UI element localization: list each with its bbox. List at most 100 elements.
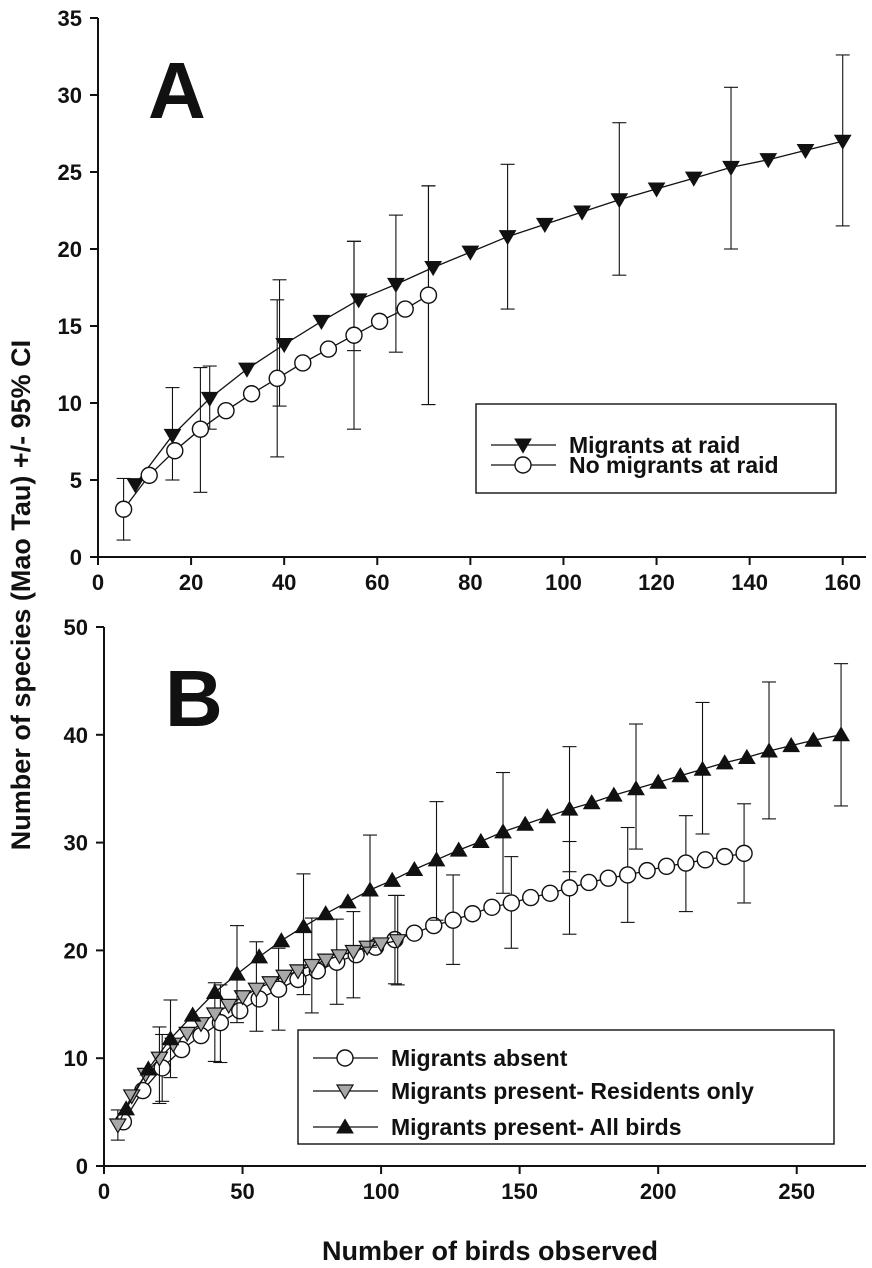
- data-point: [671, 767, 690, 783]
- data-point: [483, 898, 501, 916]
- data-point: [126, 478, 145, 494]
- data-point: [494, 823, 512, 839]
- y-tick-label: 40: [64, 723, 88, 748]
- data-point: [405, 924, 424, 942]
- x-tick-label: 20: [179, 570, 203, 595]
- panel-a-chart: A 0 20 40 60 80 100 120 140 160 0 5 10 15 20 25 30 35 Mi…: [58, 6, 866, 595]
- data-point: [782, 736, 801, 753]
- data-point: [405, 860, 424, 877]
- y-axis-title: Number of species (Mao Tau) +/- 95% CI: [6, 340, 36, 850]
- data-point: [647, 182, 666, 198]
- data-point: [425, 916, 443, 935]
- data-point: [627, 780, 645, 796]
- legend-label: Migrants present- Residents only: [391, 1078, 754, 1104]
- data-point: [461, 245, 480, 261]
- data-point: [560, 800, 579, 816]
- x-tick-label: 140: [731, 570, 768, 595]
- y-tick-label: 10: [58, 391, 82, 416]
- data-point: [444, 911, 462, 929]
- data-point: [140, 466, 158, 485]
- x-tick-label: 100: [363, 1179, 400, 1204]
- data-point: [796, 143, 815, 160]
- data-point: [316, 905, 335, 921]
- data-point: [205, 983, 224, 999]
- data-point: [261, 976, 280, 992]
- series-1: [114, 185, 438, 541]
- data-point: [804, 731, 823, 747]
- data-point: [231, 1002, 249, 1020]
- data-point: [316, 953, 335, 969]
- data-point: [178, 1026, 197, 1043]
- data-point: [535, 217, 554, 233]
- data-point: [114, 500, 133, 518]
- data-point: [573, 205, 591, 221]
- legend-marker: [336, 1049, 354, 1067]
- data-point: [312, 314, 331, 330]
- data-point: [599, 869, 618, 887]
- data-point: [275, 969, 294, 986]
- data-point: [294, 354, 312, 372]
- data-point: [610, 193, 629, 209]
- data-point: [759, 153, 778, 169]
- panel-a-label: A: [148, 46, 206, 135]
- x-tick-label: 160: [824, 570, 861, 595]
- y-tick-label: 35: [58, 6, 82, 31]
- data-point: [288, 964, 308, 980]
- panel-b-plot-area: 0 50 100 150 200 250 0 10 20 30 40 50: [64, 615, 866, 1204]
- data-point: [219, 998, 238, 1015]
- x-tick-label: 250: [778, 1179, 815, 1204]
- data-point: [832, 726, 850, 742]
- data-point: [349, 293, 368, 309]
- x-tick-label: 100: [545, 570, 582, 595]
- y-tick-label: 0: [70, 545, 82, 570]
- y-tick-label: 15: [58, 314, 82, 339]
- y-tick-label: 30: [64, 831, 88, 856]
- data-point: [449, 841, 468, 857]
- x-tick-label: 40: [272, 570, 296, 595]
- data-point: [693, 760, 712, 776]
- data-point: [330, 949, 349, 965]
- series-0: [126, 54, 852, 494]
- x-tick-label: 150: [501, 1179, 538, 1204]
- data-point: [580, 873, 598, 892]
- data-point: [722, 160, 740, 176]
- legend-marker: [514, 438, 532, 454]
- x-axis-title: Number of birds observed: [322, 1236, 658, 1266]
- x-tick-label: 120: [638, 570, 675, 595]
- legend-label: Migrants present- All birds: [391, 1114, 682, 1140]
- data-point: [166, 442, 184, 460]
- y-tick-label: 0: [76, 1154, 88, 1179]
- panel-b-legend: Migrants absent Migrants present- Residen…: [297, 1029, 835, 1145]
- data-point: [319, 340, 338, 358]
- x-tick-label: 0: [98, 1179, 110, 1204]
- data-point: [560, 879, 579, 897]
- data-point: [582, 794, 601, 810]
- data-point: [604, 786, 623, 802]
- y-tick-label: 50: [64, 615, 88, 640]
- legend-label: Migrants at raid: [569, 432, 740, 458]
- data-point: [715, 847, 734, 866]
- x-tick-label: 50: [230, 1179, 254, 1204]
- data-point: [370, 312, 389, 331]
- data-point: [250, 948, 269, 964]
- legend-label: No migrants at raid: [569, 452, 779, 478]
- data-point: [344, 944, 363, 961]
- data-point: [247, 982, 266, 998]
- data-point: [396, 300, 414, 318]
- legend-box: [297, 1029, 835, 1145]
- legend-marker: [335, 1084, 355, 1100]
- data-point: [383, 871, 402, 887]
- series-2: [117, 663, 850, 1116]
- data-point: [217, 402, 235, 420]
- data-point: [122, 1089, 141, 1105]
- data-point: [502, 894, 521, 912]
- data-point: [522, 888, 540, 907]
- data-point: [715, 754, 734, 770]
- data-point: [516, 815, 535, 831]
- data-point: [388, 934, 407, 950]
- legend-box: [475, 403, 837, 494]
- data-point: [760, 742, 778, 758]
- data-point: [275, 337, 294, 354]
- data-point: [272, 932, 291, 948]
- data-point: [233, 990, 252, 1006]
